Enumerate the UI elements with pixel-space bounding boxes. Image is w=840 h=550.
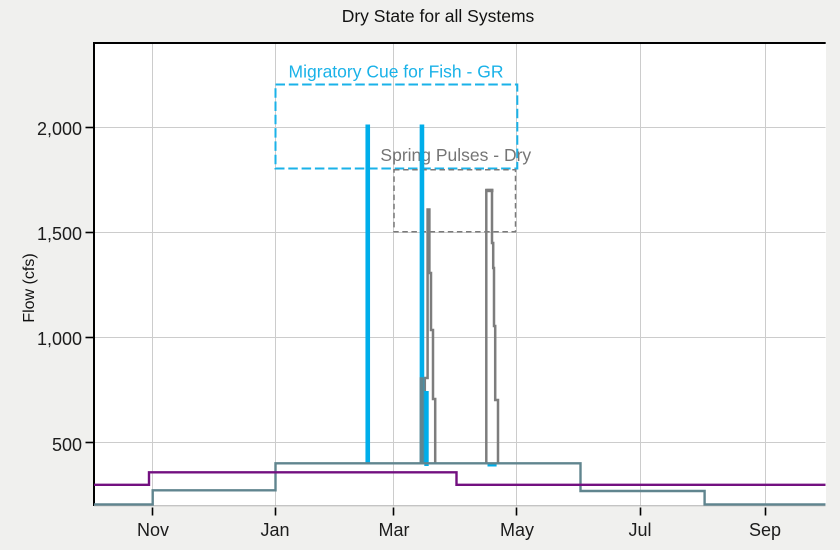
svg-text:Migratory Cue for Fish - GR: Migratory Cue for Fish - GR xyxy=(289,62,504,82)
svg-text:Spring Pulses - Dry: Spring Pulses - Dry xyxy=(380,145,531,165)
